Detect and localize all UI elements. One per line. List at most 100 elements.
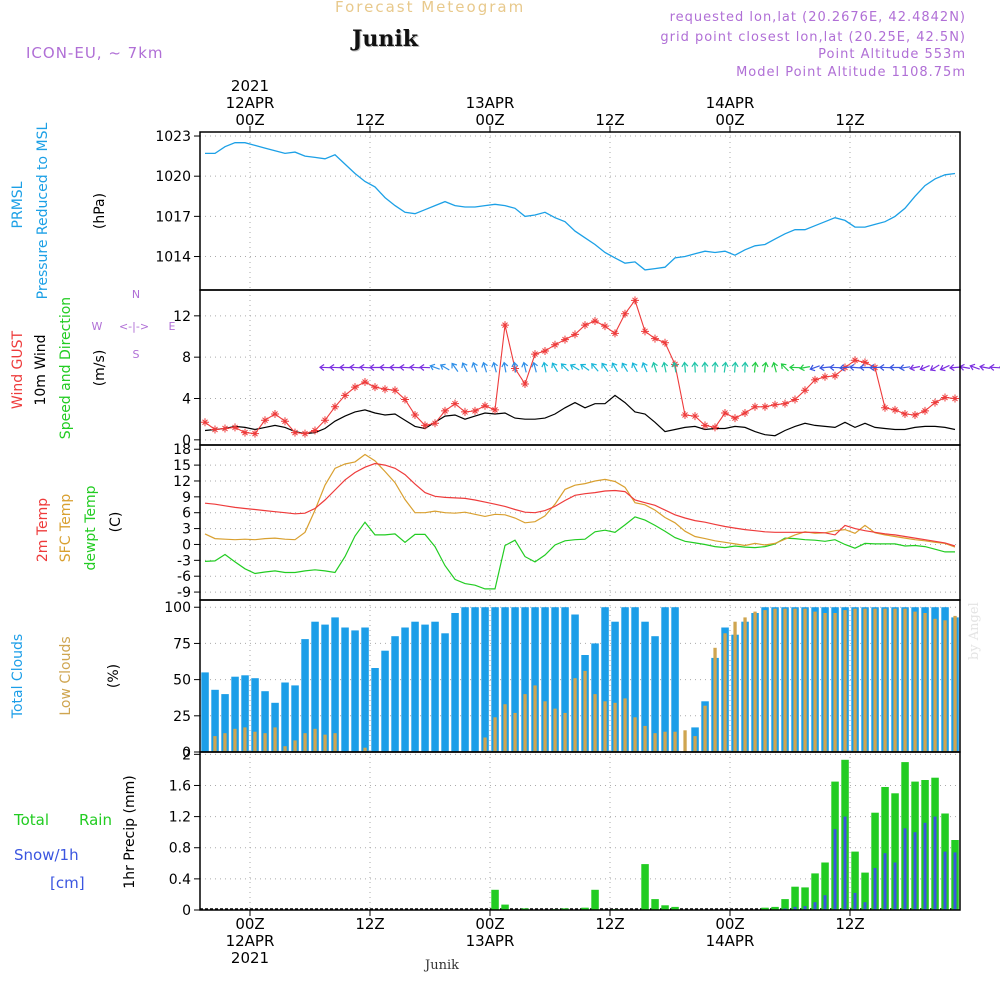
total-cloud-bar bbox=[211, 689, 219, 752]
low-cloud-bar bbox=[523, 694, 527, 752]
wind-direction-arrow bbox=[339, 364, 351, 371]
wind-gust-marker bbox=[701, 421, 709, 430]
bottom-time-label: 12APR bbox=[226, 932, 275, 950]
wind-direction-arrow bbox=[349, 363, 361, 371]
snow-bar bbox=[903, 828, 907, 910]
top-time-label: 12Z bbox=[355, 111, 384, 129]
pressure-label: Pressure Reduced to MSL bbox=[35, 122, 51, 299]
wind-direction-arrow bbox=[369, 364, 380, 371]
wind-direction-arrow bbox=[681, 361, 689, 373]
low-cloud-bar bbox=[543, 701, 547, 752]
low-cloud-bar bbox=[903, 608, 907, 752]
wind-direction-arrow bbox=[569, 363, 580, 371]
wind-direction-arrow bbox=[839, 364, 851, 372]
top-time-label: 00Z bbox=[235, 111, 264, 129]
compass-rose: <-|-> bbox=[119, 320, 149, 333]
rain-bar bbox=[561, 908, 569, 910]
low-cloud-bar bbox=[813, 611, 817, 752]
total-cloud-bar bbox=[411, 621, 419, 752]
point-altitude: Point Altitude 553m bbox=[818, 47, 966, 62]
wind-direction-arrow bbox=[969, 363, 980, 371]
wind-gust-marker bbox=[521, 380, 529, 389]
wind-direction-arrow bbox=[869, 364, 881, 371]
wind-direction-arrow bbox=[409, 363, 421, 371]
temperature-y-tick-label: 6 bbox=[182, 506, 191, 522]
wind-direction-arrow bbox=[521, 361, 529, 373]
low-cloud-bar bbox=[333, 733, 337, 752]
clouds-y-tick-label: 25 bbox=[173, 709, 191, 725]
wind-gust-marker bbox=[311, 426, 319, 435]
bottom-time-label: 13APR bbox=[466, 932, 515, 950]
wind-direction-arrow bbox=[889, 364, 900, 371]
temperature-y-tick-label: 0 bbox=[182, 537, 191, 553]
wind-direction-arrow bbox=[419, 364, 431, 371]
total-cloud-bar bbox=[531, 607, 539, 752]
wind-gust-marker bbox=[851, 356, 859, 365]
wind-direction-arrow bbox=[429, 363, 440, 371]
wind-direction-arrow bbox=[989, 363, 1000, 371]
station-name: Junik bbox=[352, 26, 418, 52]
wind-direction-arrow bbox=[691, 361, 699, 373]
wind-gust-marker bbox=[601, 322, 609, 331]
low-cloud-bar bbox=[723, 633, 727, 752]
precip-y-tick-label: 0.4 bbox=[169, 872, 191, 888]
low-cloud-bar bbox=[843, 610, 847, 752]
wind-gust-marker bbox=[231, 423, 239, 432]
bottom-time-label: 12Z bbox=[835, 915, 864, 933]
wind-direction-arrow bbox=[551, 362, 559, 373]
wind-gust-marker bbox=[931, 398, 939, 407]
low-cloud-bar bbox=[823, 613, 827, 752]
total-cloud-bar bbox=[201, 672, 209, 752]
snow-bar bbox=[783, 908, 787, 910]
clouds-y-tick-label: 50 bbox=[173, 673, 191, 689]
clouds-y-tick-label: 75 bbox=[173, 636, 191, 652]
low-cloud-bar bbox=[803, 608, 807, 752]
wind-direction-arrow bbox=[701, 361, 709, 373]
wind-gust-marker bbox=[411, 411, 419, 420]
snow-bar bbox=[803, 906, 807, 910]
rain-bar bbox=[491, 889, 499, 910]
total-cloud-bar bbox=[331, 617, 339, 752]
low-cloud-bar bbox=[533, 685, 537, 752]
meteogram-title: Forecast Meteogram bbox=[335, 0, 526, 16]
wind-direction-arrow bbox=[641, 361, 648, 373]
low-cloud-bar bbox=[793, 608, 797, 752]
wind-direction-arrow bbox=[621, 362, 629, 373]
wind-gust-marker bbox=[781, 399, 789, 408]
rain-bar bbox=[781, 899, 789, 910]
low-cloud-bar bbox=[773, 608, 777, 752]
low-cloud-bar bbox=[913, 611, 917, 752]
total-cloud-bar bbox=[541, 607, 549, 752]
low-clouds-label: Low Clouds bbox=[58, 636, 74, 715]
wind-direction-arrow bbox=[379, 364, 391, 371]
top-time-label: 12APR bbox=[226, 94, 275, 112]
snow-bar bbox=[953, 852, 957, 910]
low-cloud-bar bbox=[873, 608, 877, 752]
wind-gust-marker bbox=[901, 410, 909, 418]
wind-gust-marker bbox=[351, 383, 359, 392]
bottom-time-label: 00Z bbox=[475, 915, 504, 933]
rain-bar bbox=[791, 886, 799, 910]
temp-2m-line bbox=[204, 462, 956, 547]
low-cloud-bar bbox=[363, 747, 367, 752]
total-cloud-bar bbox=[561, 607, 569, 752]
wind-gust-marker bbox=[801, 386, 809, 395]
footer-station-name: Junik bbox=[425, 958, 459, 973]
pressure-unit: (hPa) bbox=[92, 193, 108, 229]
wind-direction-arrow bbox=[731, 361, 739, 373]
wind-gust-marker bbox=[771, 400, 779, 409]
top-time-label: 12Z bbox=[595, 111, 624, 129]
wind-direction-arrow bbox=[761, 361, 769, 373]
total-cloud-bar bbox=[481, 607, 489, 752]
low-cloud-bar bbox=[643, 725, 647, 752]
low-cloud-bar bbox=[933, 618, 937, 752]
wind-gust-marker bbox=[571, 330, 579, 339]
total-cloud-bar bbox=[301, 639, 309, 752]
precip-y-tick-label: 2 bbox=[182, 747, 191, 763]
wind-direction-arrow bbox=[631, 362, 638, 373]
precip-y-tick-label: 1.2 bbox=[169, 810, 191, 826]
wind-gust-marker bbox=[421, 421, 429, 430]
wind-direction-arrow bbox=[329, 364, 341, 371]
total-cloud-bar bbox=[291, 685, 299, 752]
low-cloud-bar bbox=[263, 733, 267, 752]
